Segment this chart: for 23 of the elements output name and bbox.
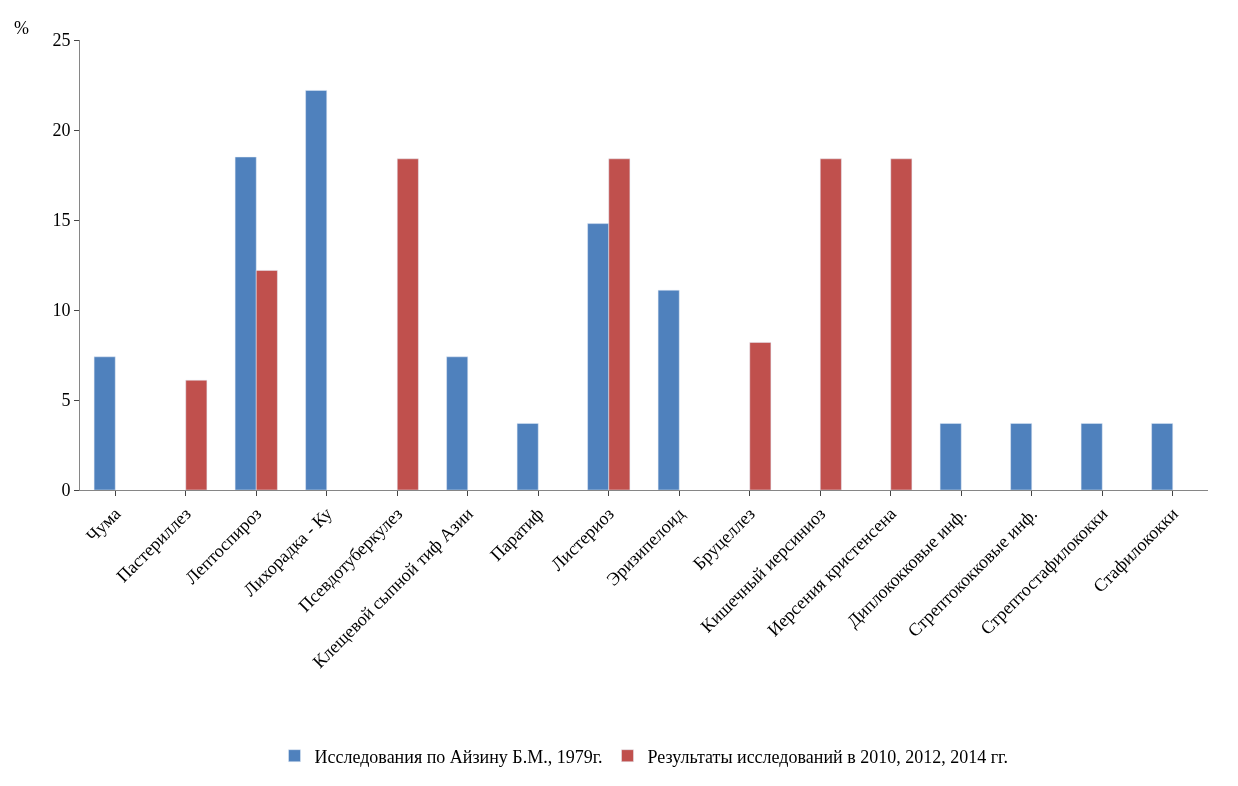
legend-label: Исследования по Айзину Б.М., 1979г.: [314, 746, 603, 767]
legend-label: Результаты исследований в 2010, 2012, 2014 гг.: [647, 746, 1008, 767]
bar: [939, 423, 962, 490]
y-tick-label: 20: [52, 120, 71, 141]
y-tick-label: 10: [52, 300, 71, 321]
y-tick-label: 15: [52, 210, 71, 231]
bar: [305, 90, 327, 490]
bar: [93, 356, 116, 490]
bar: [1151, 423, 1173, 490]
bar: [749, 342, 772, 490]
bar: [1010, 423, 1032, 490]
bar: [516, 423, 539, 490]
bar: [446, 356, 468, 490]
y-tick-label: 25: [52, 30, 71, 51]
bar: [890, 158, 913, 490]
bar: [657, 289, 680, 490]
y-tick-label: 0: [61, 480, 71, 501]
bar: [185, 379, 208, 490]
bar: [820, 158, 842, 490]
y-axis-title: %: [14, 18, 29, 38]
bar: [397, 158, 419, 490]
y-tick-label: 5: [61, 390, 71, 411]
bar: [1080, 423, 1103, 490]
